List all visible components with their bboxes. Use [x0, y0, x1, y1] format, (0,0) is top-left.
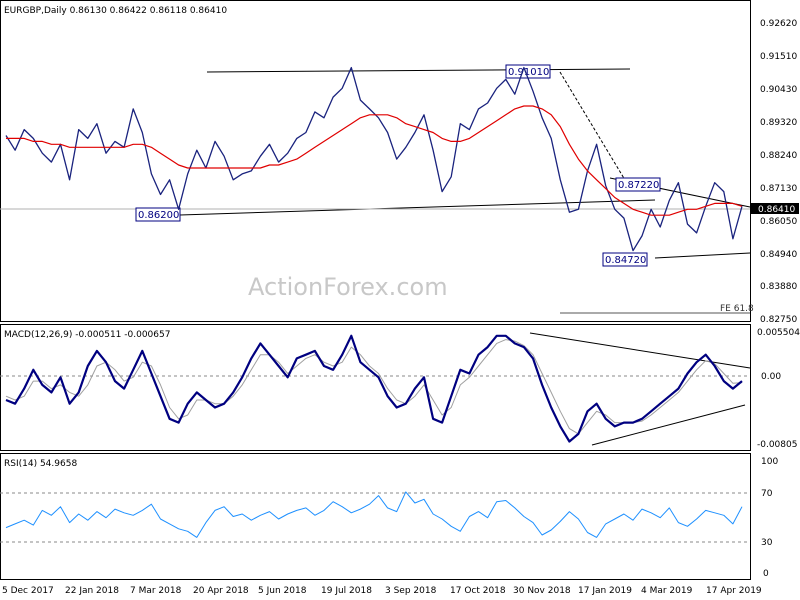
- annotation-bottom: 0.84720: [605, 255, 646, 266]
- rsi-series: [5, 491, 743, 538]
- y-tick: 0.00: [761, 372, 781, 382]
- y-tick: 30: [761, 538, 773, 548]
- rsi-y-axis: 100 70 30 0: [761, 457, 778, 579]
- y-tick: -0.00805: [757, 440, 797, 450]
- fib-dashed-line: [559, 71, 626, 181]
- y-tick: 100: [761, 457, 778, 467]
- y-tick: 0.92620: [760, 19, 797, 29]
- x-tick: 17 Jan 2019: [578, 586, 632, 596]
- fe-label: FE 61.8: [720, 304, 754, 314]
- y-tick: 0.89320: [760, 118, 797, 128]
- y-tick: 0.005504: [757, 328, 800, 338]
- y-tick: 0.84940: [760, 250, 797, 260]
- x-tick: 17 Oct 2018: [450, 586, 506, 596]
- price-label-box: [751, 203, 799, 214]
- x-tick: 17 Apr 2019: [706, 586, 762, 596]
- annotation-high: 0.91010: [508, 67, 549, 78]
- macd-lower-trendline: [591, 404, 746, 446]
- macd-y-axis: 0.005504 0.00 -0.00805: [757, 328, 800, 450]
- x-axis: 5 Dec 2017 22 Jan 2018 7 Mar 2018 20 Apr…: [2, 586, 762, 596]
- price-line: [5, 66, 743, 252]
- annotation-swing: 0.87220: [618, 180, 659, 191]
- macd-upper-trendline: [529, 332, 751, 369]
- x-tick: 3 Sep 2018: [385, 586, 437, 596]
- macd-series: [5, 334, 743, 443]
- y-tick: 0.86050: [760, 217, 797, 227]
- x-tick: 7 Mar 2018: [130, 586, 182, 596]
- x-tick: 5 Jun 2018: [258, 586, 307, 596]
- triangle-lower-line: [654, 252, 751, 259]
- y-tick: 70: [761, 489, 773, 499]
- price-y-axis: 0.92620 0.91510 0.90430 0.89320 0.88240 …: [760, 19, 797, 325]
- x-tick: 20 Apr 2018: [193, 586, 249, 596]
- annotation-low: 0.86200: [138, 210, 179, 221]
- price-panel: [0, 0, 751, 322]
- macd-header: MACD(12,26,9) -0.000511 -0.000657: [4, 330, 170, 340]
- y-tick: 0.88240: [760, 151, 797, 161]
- x-tick: 30 Nov 2018: [513, 586, 571, 596]
- price-header: EURGBP,Daily 0.86130 0.86422 0.86118 0.8…: [4, 6, 227, 16]
- resistance-line-top: [206, 68, 631, 73]
- rsi-line: [5, 491, 743, 538]
- annotation-box: [135, 207, 181, 222]
- y-tick: 0.91510: [760, 52, 797, 62]
- y-tick: 0.82750: [760, 315, 797, 325]
- rsi-header: RSI(14) 54.9658: [4, 459, 77, 469]
- support-line-long: [179, 199, 656, 216]
- y-tick: 0.83880: [760, 282, 797, 292]
- x-tick: 19 Jul 2018: [321, 586, 372, 596]
- rsi-panel: [0, 453, 751, 580]
- moving-average-line: [6, 105, 743, 216]
- watermark: ActionForex.com: [248, 273, 448, 301]
- y-tick: 0.87130: [760, 184, 797, 194]
- annotation-box: [602, 252, 648, 267]
- current-price-label: 0.86410: [758, 205, 795, 215]
- price-series: [5, 66, 743, 252]
- y-tick: 0.90430: [760, 85, 797, 95]
- y-tick: 0: [763, 569, 769, 579]
- annotation-box: [615, 177, 661, 192]
- x-tick: 22 Jan 2018: [65, 586, 119, 596]
- x-tick: 5 Dec 2017: [2, 586, 54, 596]
- macd-line: [5, 334, 743, 443]
- price-trendlines: [0, 68, 751, 314]
- macd-panel: [0, 324, 751, 451]
- x-tick: 4 Mar 2019: [641, 586, 693, 596]
